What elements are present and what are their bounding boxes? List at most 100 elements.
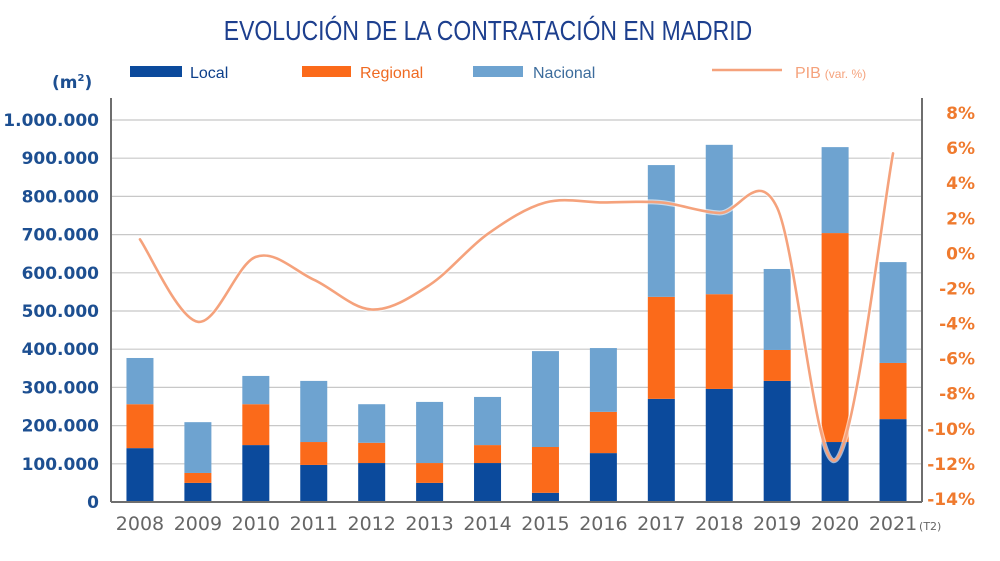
legend-label-pib: PIB (var. %) xyxy=(795,65,866,82)
bar-local-2010[interactable] xyxy=(242,445,270,502)
legend-item-pib[interactable]: PIB (var. %) xyxy=(712,65,866,82)
x-axis-ticks: 2008 2009 2010 2011 2012 2013 2014 2015 2016 2017… xyxy=(116,513,942,535)
legend-swatch-nacional xyxy=(473,66,523,77)
y-tick-label: 0 xyxy=(87,493,99,513)
bar-nacional-2009[interactable] xyxy=(184,422,212,473)
bar-local-2008[interactable] xyxy=(126,448,154,502)
bar-local-2021[interactable] xyxy=(879,419,907,502)
x-tick-label: 2008 xyxy=(116,513,164,535)
bar-nacional-2021[interactable] xyxy=(879,262,907,363)
bar-nacional-2011[interactable] xyxy=(300,380,328,443)
y2-tick-label: -10% xyxy=(927,420,975,440)
bar-stack-2011 xyxy=(300,380,328,502)
bar-local-2017[interactable] xyxy=(647,398,675,502)
bar-stack-2010 xyxy=(242,375,270,502)
bar-nacional-2017[interactable] xyxy=(647,165,675,297)
chart-title: EVOLUCIÓN DE LA CONTRATACIÓN EN MADRID xyxy=(224,15,752,47)
bar-nacional-2014[interactable] xyxy=(474,396,502,446)
pib-line[interactable] xyxy=(138,152,895,462)
bar-regional-2008[interactable] xyxy=(126,404,154,449)
bar-stack-2017 xyxy=(647,165,675,502)
y-tick-label: 400.000 xyxy=(22,340,100,360)
legend-swatch-regional xyxy=(302,66,351,77)
bar-regional-2014[interactable] xyxy=(474,445,502,464)
y-tick-label: 500.000 xyxy=(22,302,100,322)
legend-label-regional: Regional xyxy=(360,65,423,82)
x-tick-label: 2017 xyxy=(637,513,685,535)
y-tick-label: 800.000 xyxy=(22,187,100,207)
x-tick-label: 2019 xyxy=(753,513,801,535)
y2-tick-label: 4% xyxy=(946,174,975,194)
y-tick-label: 300.000 xyxy=(22,378,100,398)
legend-item-local[interactable]: Local xyxy=(130,65,228,82)
bar-nacional-2020[interactable] xyxy=(821,147,849,234)
bar-nacional-2010[interactable] xyxy=(242,375,270,405)
bar-stack-2008 xyxy=(126,357,154,502)
y2-tick-label: -8% xyxy=(939,385,975,405)
bars xyxy=(126,144,907,502)
y2-tick-label: -6% xyxy=(939,350,975,370)
x-tick-label: 2014 xyxy=(463,513,511,535)
bar-regional-2009[interactable] xyxy=(184,472,212,483)
bar-local-2011[interactable] xyxy=(300,464,328,502)
bar-nacional-2016[interactable] xyxy=(589,348,617,412)
x-tick-suffix: (T2) xyxy=(919,520,941,533)
y2-tick-label: -2% xyxy=(939,279,975,299)
bar-stack-2013 xyxy=(416,401,444,502)
bar-regional-2016[interactable] xyxy=(589,411,617,454)
bar-local-2018[interactable] xyxy=(705,388,733,502)
bar-nacional-2012[interactable] xyxy=(358,404,386,443)
y-tick-label: 900.000 xyxy=(22,149,100,169)
bar-regional-2017[interactable] xyxy=(647,296,675,399)
bar-nacional-2013[interactable] xyxy=(416,401,444,464)
bar-regional-2018[interactable] xyxy=(705,294,733,389)
bar-regional-2019[interactable] xyxy=(763,349,791,381)
legend-swatch-local xyxy=(130,66,182,77)
bar-nacional-2008[interactable] xyxy=(126,357,154,405)
bar-regional-2021[interactable] xyxy=(879,362,907,420)
bar-stack-2018 xyxy=(705,144,733,502)
y-axis-unit-label: (m2) xyxy=(52,73,92,93)
y2-tick-label: 8% xyxy=(946,104,975,124)
bar-stack-2014 xyxy=(474,396,502,502)
bar-regional-2020[interactable] xyxy=(821,233,849,443)
bar-local-2019[interactable] xyxy=(763,380,791,502)
y-tick-label: 200.000 xyxy=(22,417,100,437)
bar-regional-2013[interactable] xyxy=(416,463,444,483)
bar-regional-2011[interactable] xyxy=(300,442,328,465)
legend-item-nacional[interactable]: Nacional xyxy=(473,65,595,82)
y-unit-base: (m xyxy=(52,73,77,93)
bar-local-2012[interactable] xyxy=(358,463,386,502)
legend: Local Regional Nacional PIB (var. %) xyxy=(130,65,866,82)
y2-tick-label: -14% xyxy=(927,490,975,510)
x-tick-label: 2011 xyxy=(290,513,338,535)
bar-nacional-2015[interactable] xyxy=(531,351,559,447)
legend-pib-name: PIB xyxy=(795,65,821,82)
bar-stack-2009 xyxy=(184,422,212,502)
bar-local-2016[interactable] xyxy=(589,453,617,502)
bar-regional-2012[interactable] xyxy=(358,442,386,464)
bar-stack-2015 xyxy=(531,351,559,502)
y-unit-superscript: 2 xyxy=(77,73,84,84)
bar-local-2013[interactable] xyxy=(416,482,444,502)
y-tick-label: 600.000 xyxy=(22,264,100,284)
bar-nacional-2018[interactable] xyxy=(705,144,733,295)
bar-local-2014[interactable] xyxy=(474,463,502,502)
legend-label-nacional: Nacional xyxy=(533,65,595,82)
x-tick-label: 2021 xyxy=(869,513,917,535)
y2-tick-label: 2% xyxy=(946,209,975,229)
y-axis-ticks: 0 100.000 200.000 300.000 400.000 500.000 600.… xyxy=(3,111,99,513)
y-tick-label: 700.000 xyxy=(22,226,100,246)
bar-local-2009[interactable] xyxy=(184,482,212,502)
pib-line-layer xyxy=(137,152,896,463)
bar-nacional-2019[interactable] xyxy=(763,268,791,350)
legend-label-local: Local xyxy=(190,65,228,82)
y-tick-label: 1.000.000 xyxy=(3,111,99,131)
y2-tick-label: -12% xyxy=(927,455,975,475)
bar-regional-2015[interactable] xyxy=(531,446,559,493)
axes xyxy=(110,98,923,503)
bar-regional-2010[interactable] xyxy=(242,404,270,446)
legend-item-regional[interactable]: Regional xyxy=(302,65,423,82)
bar-local-2015[interactable] xyxy=(531,492,559,502)
